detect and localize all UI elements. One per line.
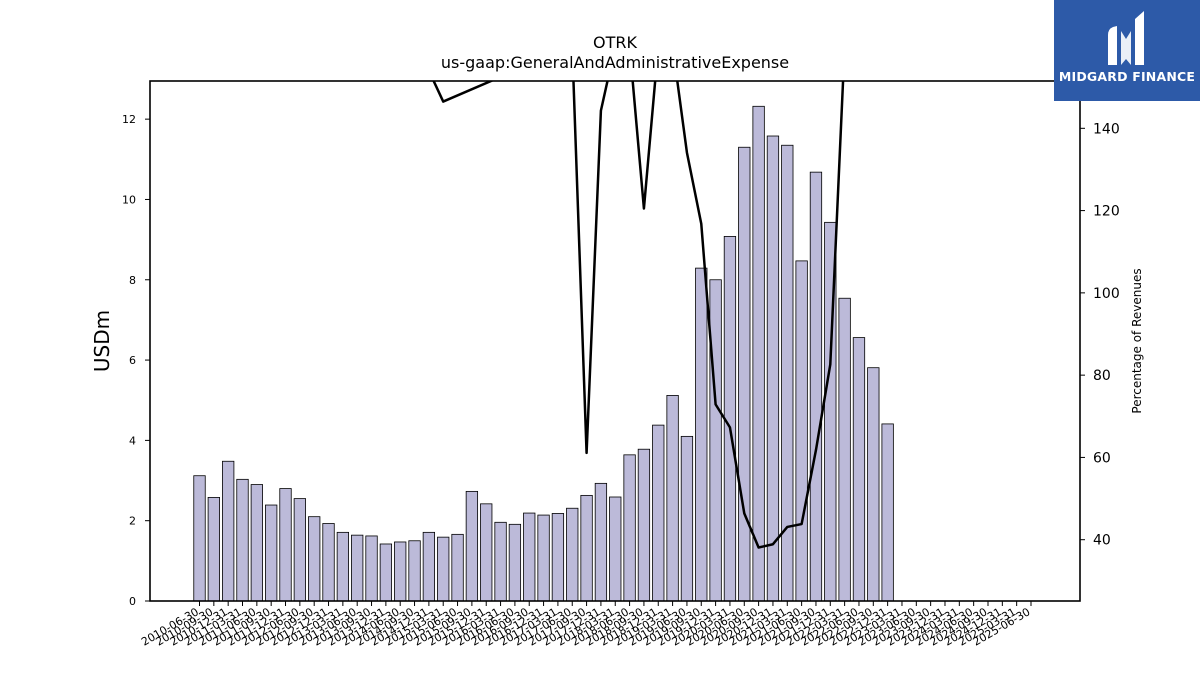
y2-tick-label: 80 xyxy=(1093,368,1111,384)
bar-2015-06-30 xyxy=(451,533,464,602)
bar-2018-12-31 xyxy=(652,424,665,602)
midgard-finance-logo: MIDGARD FINANCE xyxy=(1054,0,1200,101)
y-tick-label: 8 xyxy=(129,274,136,287)
bar-2017-03-31 xyxy=(551,513,565,602)
percentage-line xyxy=(432,81,845,549)
chart-title: OTRK xyxy=(593,33,637,52)
y2-tick-label: 60 xyxy=(1093,450,1111,466)
bar-2019-03-31 xyxy=(666,395,679,602)
bar-2014-06-30 xyxy=(394,541,407,602)
bar-2021-09-30 xyxy=(809,171,823,602)
y-tick-label: 4 xyxy=(129,434,136,447)
y-tick-label: 2 xyxy=(129,515,136,528)
bar-2012-09-30 xyxy=(308,516,321,602)
y2-tick-label: 140 xyxy=(1093,121,1120,137)
axes-layer: 0246810124060801001201402010-06-302010-0… xyxy=(122,80,1120,649)
y2-tick-label: 40 xyxy=(1093,533,1111,549)
logo-text: MIDGARD FINANCE xyxy=(1058,69,1196,84)
bar-2011-12-31 xyxy=(279,488,292,602)
bar-2014-12-31 xyxy=(422,531,436,602)
bar-2010-06-30 xyxy=(193,475,206,602)
logo-mark-icon xyxy=(1108,11,1144,65)
bar-2020-06-30 xyxy=(738,146,751,602)
bar-2013-12-31 xyxy=(379,543,393,602)
bar-2011-06-30 xyxy=(250,484,263,602)
bar-2014-09-30 xyxy=(408,540,421,602)
bar-2019-09-30 xyxy=(695,267,708,602)
bar-2022-09-30 xyxy=(867,367,880,602)
bar-2019-06-30 xyxy=(680,435,694,602)
bar-2021-06-30 xyxy=(795,260,808,602)
bar-2012-12-31 xyxy=(322,523,335,602)
bars-layer xyxy=(193,105,894,602)
bar-2020-12-31 xyxy=(766,135,780,602)
chart-subtitle: us-gaap:GeneralAndAdministrativeExpense xyxy=(441,53,789,72)
bar-2015-12-31 xyxy=(480,503,493,602)
bar-2018-06-30 xyxy=(623,454,636,602)
bar-2011-09-30 xyxy=(265,504,278,602)
y2-tick-label: 100 xyxy=(1093,286,1120,302)
bar-2020-09-30 xyxy=(752,105,765,602)
bar-2012-06-30 xyxy=(293,498,306,602)
line-layer xyxy=(432,81,845,549)
bar-2019-12-31 xyxy=(709,279,722,602)
bar-2018-09-30 xyxy=(637,448,651,602)
bar-2018-03-31 xyxy=(609,496,622,602)
bar-2022-06-30 xyxy=(852,337,866,602)
bar-2015-03-31 xyxy=(437,536,450,602)
bar-2022-03-31 xyxy=(838,297,851,602)
bar-2013-06-30 xyxy=(351,534,364,602)
y-tick-label: 12 xyxy=(122,113,136,126)
bar-2017-12-31 xyxy=(594,482,608,602)
y-tick-label: 0 xyxy=(129,595,136,608)
bar-2011-03-31 xyxy=(236,478,249,602)
bar-2015-09-30 xyxy=(465,490,479,602)
bar-2016-03-31 xyxy=(494,521,507,602)
bar-2016-12-31 xyxy=(537,514,550,602)
bar-2013-03-31 xyxy=(336,531,350,602)
y-tick-label: 10 xyxy=(122,193,136,206)
bar-2010-09-30 xyxy=(207,496,220,602)
bar-2016-09-30 xyxy=(523,512,536,602)
bar-2010-12-31 xyxy=(222,460,235,602)
bar-2013-09-30 xyxy=(365,535,378,602)
bar-2017-06-30 xyxy=(566,507,579,602)
y-tick-label: 6 xyxy=(129,354,136,367)
bar-2022-12-31 xyxy=(881,423,894,602)
y2-axis-label: Percentage of Revenues xyxy=(1130,268,1144,413)
y2-tick-label: 120 xyxy=(1093,204,1120,220)
bar-2016-06-30 xyxy=(508,523,522,602)
y-axis-label: USDm xyxy=(90,310,114,372)
bar-2017-09-30 xyxy=(580,494,593,602)
